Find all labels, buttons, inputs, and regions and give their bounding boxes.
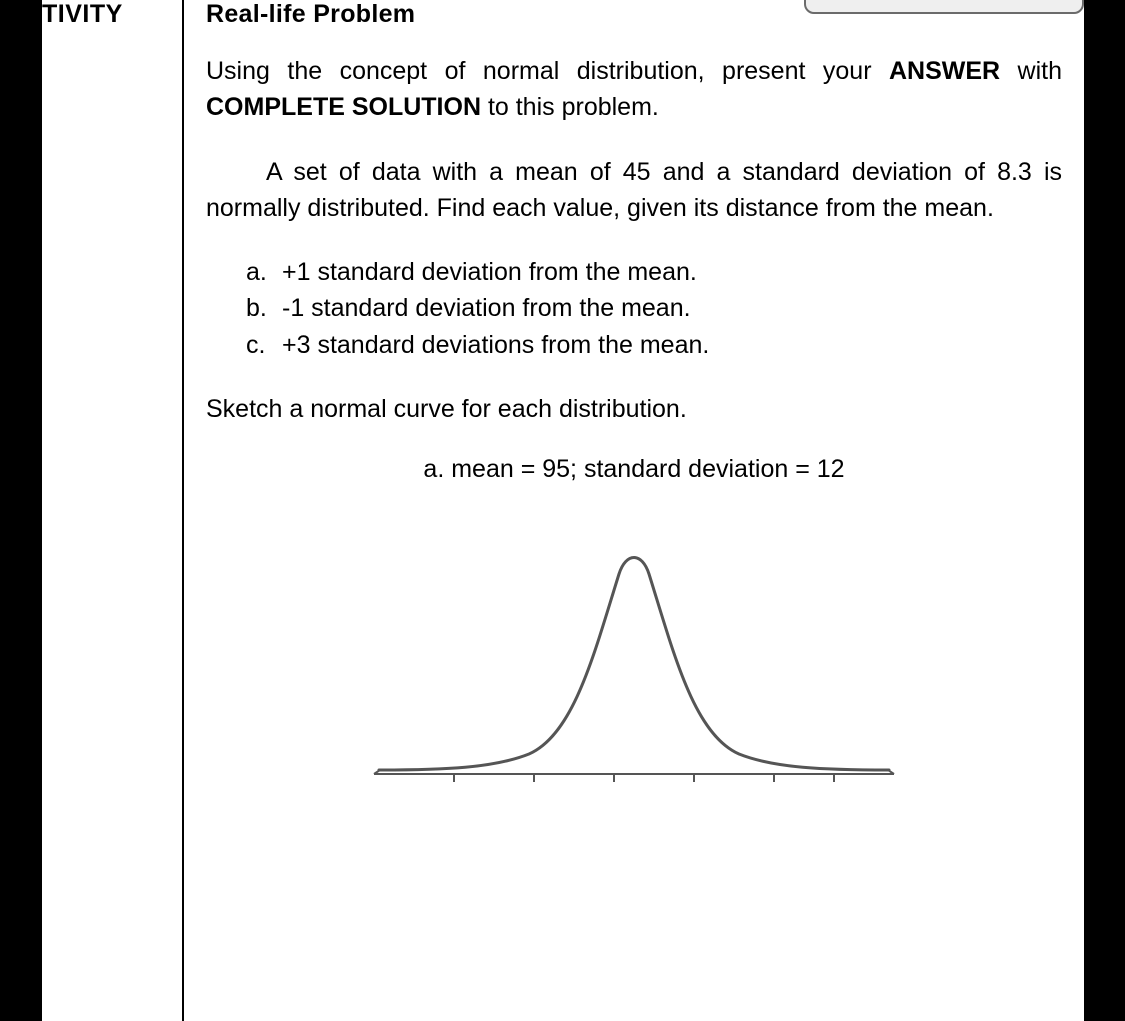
instruction-bold-solution: COMPLETE SOLUTION: [206, 93, 481, 121]
section-title: Real-life Problem: [206, 0, 1062, 29]
content-column: Real-life Problem Using the concept of n…: [182, 0, 1084, 1021]
instruction-mid: with: [1000, 57, 1062, 85]
subitem-letter: b.: [246, 290, 282, 326]
subitem-text: +1 standard deviation from the mean.: [282, 254, 697, 290]
subitem-letter: c.: [246, 327, 282, 363]
subitem-b: b. -1 standard deviation from the mean.: [246, 290, 1062, 326]
normal-curve-chart: [354, 504, 914, 804]
subitem-letter: a.: [246, 254, 282, 290]
instruction-bold-answer: ANSWER: [889, 57, 1000, 85]
sketch-instruction: Sketch a normal curve for each distribut…: [206, 391, 1062, 427]
bell-curve: [379, 558, 889, 771]
normal-curve-wrap: [206, 504, 1062, 804]
instruction-text: Using the concept of normal distribution…: [206, 53, 1062, 126]
activity-label: TIVITY: [42, 0, 182, 29]
instruction-pre: Using the concept of normal distribution…: [206, 57, 889, 85]
problem-statement: A set of data with a mean of 45 and a st…: [206, 154, 1062, 227]
subitem-text: -1 standard deviation from the mean.: [282, 290, 691, 326]
sketch-item-a: a. mean = 95; standard deviation = 12: [206, 455, 1062, 484]
subitem-list: a. +1 standard deviation from the mean. …: [206, 254, 1062, 363]
instruction-post: to this problem.: [481, 93, 659, 121]
subitem-c: c. +3 standard deviations from the mean.: [246, 327, 1062, 363]
subitem-text: +3 standard deviations from the mean.: [282, 327, 709, 363]
subitem-a: a. +1 standard deviation from the mean.: [246, 254, 1062, 290]
page: TIVITY Real-life Problem Using the conce…: [42, 0, 1084, 1021]
axis-ticks: [454, 774, 834, 782]
